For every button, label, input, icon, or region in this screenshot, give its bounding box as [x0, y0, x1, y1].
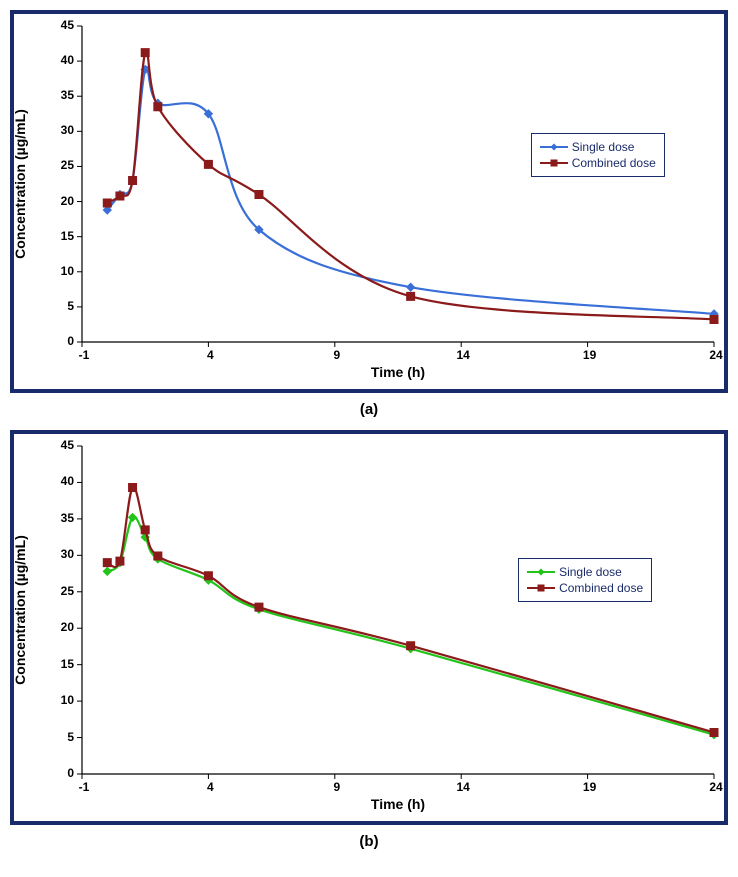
- panel_b-series-marker-1: [116, 557, 124, 565]
- panel_a-series-marker-1: [129, 176, 137, 184]
- panel_a-legend-item: Single dose: [540, 140, 656, 154]
- panel_b-legend-item: Combined dose: [527, 581, 643, 595]
- panel_a-svg: [14, 14, 724, 389]
- panel_b-ylabel: Concentration (µg/mL): [12, 535, 28, 685]
- panel_b-caption: (b): [10, 833, 728, 850]
- panel_b-svg: [14, 434, 724, 821]
- panel_a-series-marker-1: [154, 103, 162, 111]
- panel_a-series-marker-0: [407, 283, 415, 291]
- panel_b-series-marker-1: [255, 603, 263, 611]
- panel_a-legend-swatch: [540, 141, 568, 153]
- panel_a-legend-label: Single dose: [572, 140, 635, 154]
- panel_b-series-marker-1: [129, 484, 137, 492]
- panel_b-legend-label: Single dose: [559, 565, 622, 579]
- panel_a-wrap: -149141924051015202530354045Concentratio…: [10, 10, 728, 418]
- panel_a-series-marker-1: [141, 49, 149, 57]
- panel_a-series-marker-1: [255, 191, 263, 199]
- panel_b-series-marker-1: [204, 572, 212, 580]
- panel_b-series-marker-1: [407, 642, 415, 650]
- panel_b-legend-item: Single dose: [527, 565, 643, 579]
- panel_b-legend-swatch: [527, 566, 555, 578]
- panel_a-series-line-0: [107, 67, 714, 314]
- panel_a-series-marker-1: [407, 292, 415, 300]
- panel_a-legend-item: Combined dose: [540, 156, 656, 170]
- panel_a-ylabel: Concentration (µg/mL): [12, 109, 28, 259]
- panel_b-series-marker-0: [129, 513, 137, 521]
- panel_b-legend-label: Combined dose: [559, 581, 643, 595]
- panel_b-xlabel: Time (h): [371, 796, 425, 812]
- panel_a-legend-label: Combined dose: [572, 156, 656, 170]
- panel_b-series-marker-1: [154, 552, 162, 560]
- panel_a-series-marker-1: [710, 316, 718, 324]
- panel_a-caption: (a): [10, 401, 728, 418]
- panel_a-series-line-1: [107, 51, 714, 320]
- panel_a-frame: -149141924051015202530354045Concentratio…: [10, 10, 728, 393]
- panel_b-series-marker-1: [103, 559, 111, 567]
- panel_a-legend: Single dose Combined dose: [531, 133, 665, 177]
- panel_a-xlabel: Time (h): [371, 364, 425, 380]
- panel_a-series-marker-1: [204, 160, 212, 168]
- panel_a-legend-swatch: [540, 157, 568, 169]
- panel_b-series-marker-1: [710, 728, 718, 736]
- panel_a-series-marker-1: [103, 199, 111, 207]
- panel_b-series-marker-1: [141, 526, 149, 534]
- panel_b-frame: -149141924051015202530354045Concentratio…: [10, 430, 728, 825]
- panel_b-series-marker-0: [103, 567, 111, 575]
- panel_b-series-line-0: [107, 517, 714, 735]
- panel_b-wrap: -149141924051015202530354045Concentratio…: [10, 430, 728, 850]
- panel_a-series-marker-1: [116, 192, 124, 200]
- panel_b-legend-swatch: [527, 582, 555, 594]
- panel_b-series-line-1: [107, 487, 714, 732]
- panel_b-legend: Single dose Combined dose: [518, 558, 652, 602]
